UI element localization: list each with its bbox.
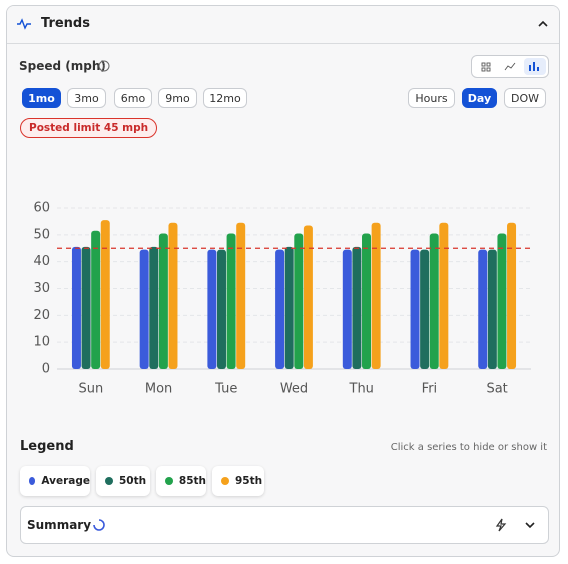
bar (216, 249, 226, 369)
bar (352, 246, 362, 369)
grouping-button[interactable]: Day (462, 88, 497, 108)
bar (420, 249, 430, 369)
range-button[interactable]: 12mo (203, 88, 247, 108)
info-icon[interactable] (98, 60, 110, 72)
posted-limit-badge: Posted limit 45 mph (20, 118, 158, 138)
bar (294, 233, 304, 369)
legend-label: Average (41, 475, 90, 487)
card-title: Trends (41, 16, 90, 31)
range-button[interactable]: 9mo (158, 88, 197, 108)
bar (91, 230, 101, 369)
collapse-icon[interactable] (537, 19, 549, 29)
bar (100, 220, 110, 369)
loading-spinner (93, 519, 105, 531)
x-tick-label: Wed (280, 382, 308, 397)
x-tick-label: Sun (78, 382, 103, 397)
x-tick-label: Sat (486, 382, 507, 397)
bar (168, 222, 178, 369)
legend-item[interactable]: 85th (156, 466, 206, 496)
legend-item[interactable]: 95th (212, 466, 264, 496)
x-tick-label: Mon (145, 382, 172, 397)
grouping-button[interactable]: Hours (408, 88, 455, 108)
expand-icon[interactable] (524, 520, 536, 530)
y-tick-label: 40 (33, 254, 50, 269)
range-button[interactable]: 1mo (22, 88, 61, 108)
bar (207, 249, 217, 369)
legend-label: 95th (235, 475, 263, 487)
summary-title: Summary (27, 518, 92, 532)
trend-icon (17, 18, 31, 30)
x-tick-label: Tue (214, 382, 237, 397)
bar (236, 222, 246, 369)
bar (497, 233, 507, 369)
chart: 0 10 20 30 40 50 60 Sun Mon Tue Wed Thu Fri Sat (33, 201, 531, 397)
bar (158, 233, 168, 369)
bar (71, 246, 81, 369)
quick-icon[interactable] (493, 518, 509, 532)
legend-item[interactable]: Average (20, 466, 90, 496)
bar (478, 249, 488, 369)
legend-label: 85th (178, 475, 206, 487)
bar (81, 246, 91, 369)
bar (284, 246, 294, 369)
bar (429, 233, 439, 369)
y-tick-label: 20 (33, 308, 50, 323)
legend-title: Legend (20, 439, 74, 454)
range-button[interactable]: 6mo (114, 88, 152, 108)
chart-type-icons[interactable] (472, 56, 548, 77)
bar (507, 222, 517, 369)
card-header[interactable]: Trends (7, 6, 559, 44)
y-tick-label: 30 (33, 281, 50, 296)
bar (303, 225, 313, 369)
trends-card: Trends Speed (mph) 1mo 3mo 6mo 9mo 12mo Hour… (6, 5, 560, 557)
legend-hint: Click a series to hide or show it (390, 442, 547, 453)
y-tick-label: 60 (33, 201, 50, 216)
bar (149, 246, 159, 369)
bar (487, 249, 497, 369)
legend-label: 50th (119, 475, 147, 487)
y-tick-label: 0 (42, 362, 50, 377)
bar (342, 249, 352, 369)
x-tick-label: Fri (422, 382, 438, 397)
summary-panel[interactable]: Summary (20, 506, 549, 544)
bar (371, 222, 381, 369)
y-tick-label: 10 (33, 335, 50, 350)
legend-item[interactable]: 50th (96, 466, 150, 496)
legend-swatch (29, 477, 36, 485)
grouping-button[interactable]: DOW (504, 88, 546, 108)
x-tick-label: Thu (349, 382, 374, 397)
range-button[interactable]: 3mo (67, 88, 106, 108)
bar (410, 249, 420, 369)
bar (275, 249, 285, 369)
bar (439, 222, 449, 369)
legend-swatch (221, 477, 229, 485)
metric-label: Speed (mph) (19, 59, 106, 73)
chart-type-toggle (471, 55, 549, 78)
legend-swatch (165, 477, 173, 485)
y-tick-label: 50 (33, 227, 50, 242)
legend-swatch (105, 477, 113, 485)
bar (226, 233, 236, 369)
bar (362, 233, 372, 369)
bar (139, 249, 149, 369)
